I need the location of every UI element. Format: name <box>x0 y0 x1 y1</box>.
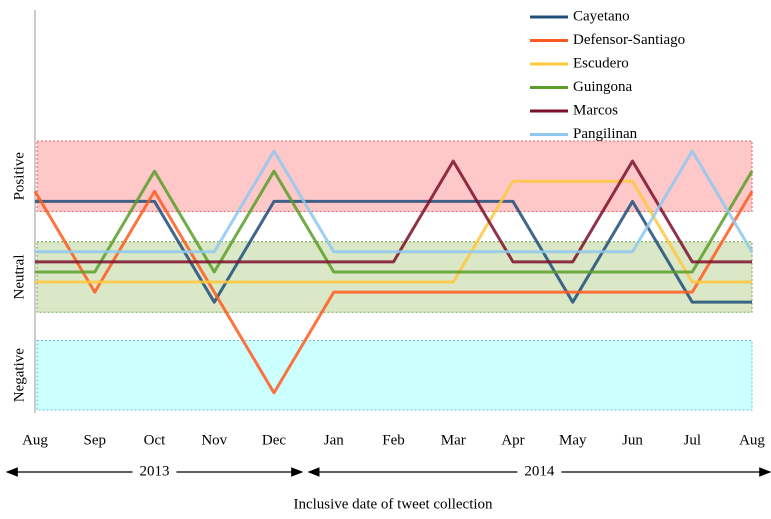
x-tick-label: Jan <box>324 432 344 448</box>
band-label: Positive <box>11 152 27 201</box>
legend-label: Defensor-Santiago <box>573 32 685 48</box>
x-tick-label: Feb <box>382 432 405 448</box>
series-line <box>35 179 752 284</box>
x-tick-label: Oct <box>144 432 166 448</box>
legend-label: Cayetano <box>573 8 630 24</box>
series-line <box>35 169 754 274</box>
band-label: Negative <box>11 348 27 402</box>
annotation: 2014 <box>524 463 555 479</box>
x-tick-label: Nov <box>201 432 227 448</box>
x-tick-label: Jul <box>683 432 701 448</box>
x-tick-label: Dec <box>262 432 286 448</box>
x-tick-label: Sep <box>84 432 107 448</box>
x-tick-label: Aug <box>22 432 48 448</box>
legend-label: Pangilinan <box>573 126 638 142</box>
x-tick-label: Jun <box>622 432 643 448</box>
series-line <box>35 159 752 264</box>
legend-label: Guingona <box>573 79 633 95</box>
series-line <box>35 199 752 304</box>
x-tick-label: Apr <box>501 432 524 448</box>
x-axis-label: Inclusive date of tweet collection <box>293 496 493 512</box>
band-label: Neutral <box>11 254 27 299</box>
x-tick-label: May <box>559 432 587 448</box>
annotation: 2013 <box>140 463 170 479</box>
band <box>36 339 753 411</box>
x-tick-label: Aug <box>739 432 765 448</box>
series-line <box>33 189 754 395</box>
band <box>36 241 753 313</box>
x-tick-label: Mar <box>441 432 466 448</box>
series-line <box>35 149 754 254</box>
legend-label: Escudero <box>573 55 629 71</box>
legend-label: Marcos <box>573 102 618 118</box>
